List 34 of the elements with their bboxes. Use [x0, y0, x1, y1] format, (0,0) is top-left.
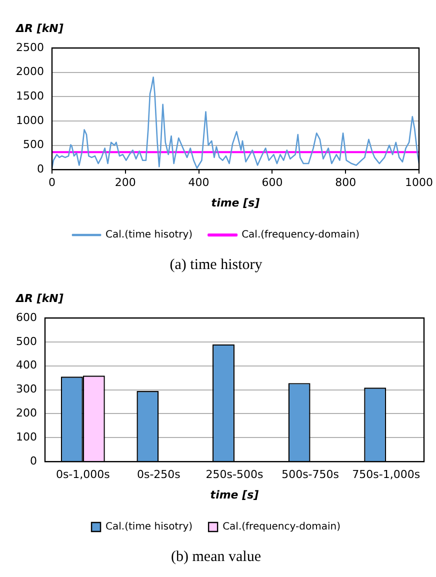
y-tick-label: 300: [16, 382, 37, 396]
y-tick-label: 1500: [16, 90, 44, 102]
x-axis-title: time [s]: [211, 196, 260, 210]
text: (a) time history: [170, 256, 263, 273]
x-tick-label: 800: [335, 176, 356, 190]
x-tick-label: 500s-750s: [282, 468, 340, 482]
y-tick-label: 500: [22, 138, 44, 152]
y-tick-label: 2500: [16, 40, 44, 54]
text: (b) mean value: [171, 548, 262, 565]
x-tick-label: 400: [188, 176, 210, 190]
y-tick-label: 600: [16, 310, 37, 324]
legend-label: Cal.(time hisotry): [106, 522, 193, 533]
y-tick-label: 200: [16, 406, 37, 420]
y-tick-label: 0: [30, 454, 37, 468]
x-tick-label: 600: [262, 176, 283, 190]
x-tick-label: 200: [114, 176, 136, 190]
y-axis-title: ΔR [kN]: [15, 292, 64, 305]
y-tick-label: 500: [16, 334, 37, 348]
y-tick-label: 2000: [16, 65, 44, 78]
x-tick-label: 0: [48, 176, 56, 190]
y-tick-label: 1000: [16, 114, 44, 127]
x-tick-label: 250s-500s: [206, 468, 264, 482]
y-tick-label: 0: [36, 162, 44, 176]
x-tick-label: 1000: [405, 176, 434, 190]
legend-label: Cal.(frequency-domain): [222, 522, 341, 533]
y-tick-label: 100: [16, 430, 37, 444]
y-tick-label: 400: [16, 358, 37, 372]
x-tick-label: 0s-1,000s: [56, 468, 110, 482]
x-tick-label: 750s-1,000s: [352, 468, 420, 482]
x-tick-label: 0s-250s: [136, 468, 181, 482]
y-axis-title: ΔR [kN]: [15, 22, 64, 35]
legend-label: Cal.(frequency-domain): [242, 230, 360, 241]
legend-label: Cal.(time hisotry): [106, 230, 193, 241]
x-axis-title: time [s]: [210, 488, 259, 502]
